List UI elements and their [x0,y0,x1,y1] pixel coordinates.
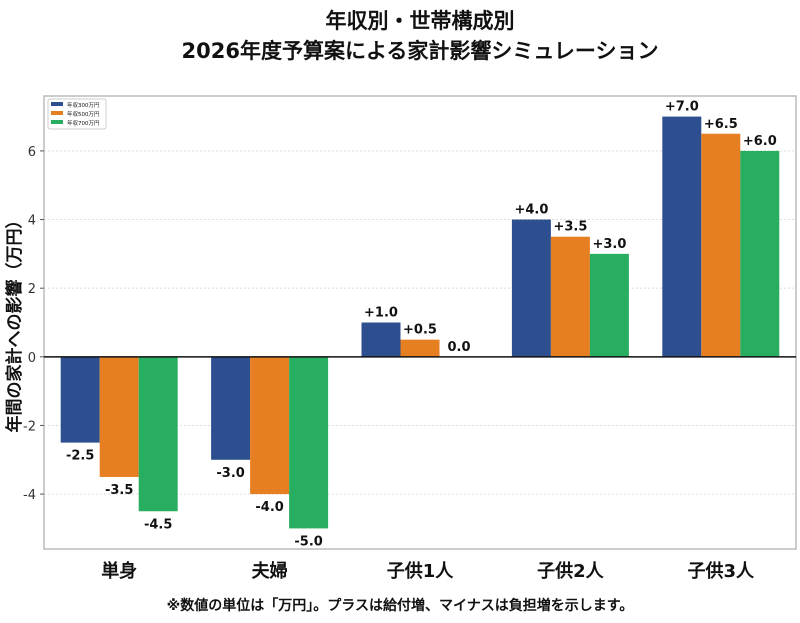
data-label: +3.0 [592,237,626,252]
bar [589,253,629,357]
y-tick-label: 6 [28,145,36,160]
bar [400,339,440,357]
data-label: -3.5 [105,483,133,498]
x-tick-label: 子供3人 [688,560,756,582]
data-label: +6.0 [743,134,777,149]
data-label: +6.5 [704,117,738,132]
bar [138,356,178,512]
legend-swatch [51,111,63,115]
data-label: +0.5 [403,323,437,338]
bar [60,356,100,443]
data-label: 0.0 [447,340,470,355]
y-tick-label: -2 [23,419,36,434]
legend-label: 年収500万円 [67,110,100,118]
x-tick-label: 単身 [101,560,137,582]
legend-swatch [51,102,63,106]
bar [361,322,401,357]
data-label: -4.5 [144,517,172,532]
chart-title-line2: 2026年度予算案による家計影響シミュレーション [182,39,659,63]
data-label: -3.0 [216,466,244,481]
y-tick-label: 4 [28,214,36,229]
legend-label: 年収300万円 [67,101,100,109]
footnote: ※数値の単位は「万円」。プラスは給付増、マイナスは負担増を示します。 [167,597,634,614]
data-label: +4.0 [514,203,548,218]
bar [511,219,551,357]
data-label: +3.5 [553,220,587,235]
bar [250,356,290,495]
legend-label: 年収700万円 [67,119,100,127]
x-tick-label: 子供1人 [387,560,455,582]
x-tick-label: 夫婦 [252,560,288,582]
data-label: -5.0 [294,534,322,549]
bar [99,356,139,477]
y-tick-label: 2 [28,282,36,297]
data-label: -2.5 [66,449,94,464]
data-label: +1.0 [364,306,398,321]
legend-swatch [51,120,63,124]
bar [211,356,251,460]
y-axis-label: 年間の家計への影響（万円） [4,212,25,433]
bar [289,356,329,529]
bar [740,150,780,357]
bar [550,236,590,357]
y-tick-label: -4 [23,488,36,503]
data-label: +7.0 [665,100,699,115]
chart-title-line1: 年収別・世帯構成別 [326,9,515,33]
bar [662,116,702,357]
x-tick-label: 子供2人 [537,560,605,582]
data-label: -4.0 [255,500,283,515]
y-tick-label: 0 [28,351,36,366]
bar [701,133,741,357]
